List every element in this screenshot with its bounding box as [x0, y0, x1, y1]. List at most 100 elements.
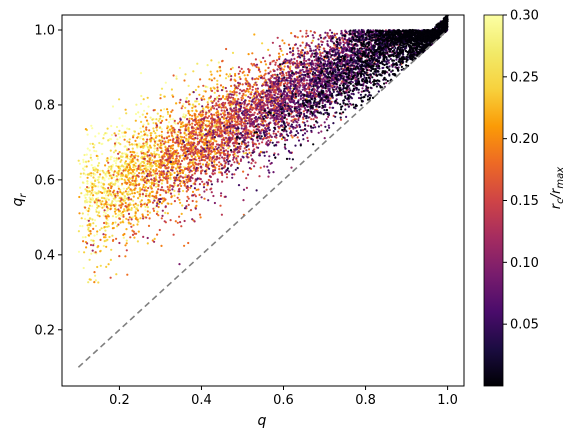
scatter-point — [274, 61, 277, 64]
scatter-point — [250, 91, 253, 94]
scatter-point — [134, 202, 137, 205]
scatter-point — [107, 222, 110, 225]
scatter-point — [198, 159, 201, 162]
scatter-point — [217, 116, 220, 119]
scatter-point — [183, 219, 186, 223]
scatter-point — [221, 141, 224, 144]
scatter-point — [201, 109, 204, 113]
scatter-point — [241, 94, 244, 97]
scatter-point — [263, 103, 266, 106]
scatter-point — [264, 63, 268, 66]
scatter-point — [110, 177, 113, 180]
scatter-point — [115, 215, 118, 219]
scatter-point — [93, 201, 96, 204]
scatter-point — [286, 65, 289, 68]
scatter-point — [277, 115, 280, 118]
scatter-point — [253, 165, 256, 168]
scatter-point — [125, 228, 128, 231]
scatter-point — [151, 118, 154, 121]
scatter-point — [209, 188, 212, 191]
scatter-point — [166, 127, 169, 130]
scatter-point — [187, 162, 190, 165]
scatter-point — [124, 145, 127, 148]
scatter-point — [230, 125, 233, 128]
scatter-point — [179, 221, 182, 224]
scatter-point — [310, 41, 313, 45]
scatter-point — [192, 153, 195, 156]
scatter-point — [131, 143, 134, 146]
scatter-point — [130, 225, 133, 228]
scatter-point — [235, 86, 238, 89]
scatter-point — [173, 194, 176, 197]
scatter-point — [153, 177, 156, 180]
scatter-point — [87, 281, 90, 284]
scatter-point — [267, 66, 270, 69]
scatter-point — [112, 176, 115, 179]
scatter-point — [107, 169, 110, 172]
scatter-point — [290, 166, 293, 169]
scatter-point — [134, 112, 138, 116]
scatter-point — [152, 207, 155, 210]
scatter-point — [117, 171, 120, 174]
scatter-point — [138, 142, 141, 145]
scatter-point — [253, 111, 256, 114]
scatter-point — [210, 79, 213, 82]
scatter-point — [225, 173, 228, 176]
scatter-point — [137, 144, 141, 148]
scatter-point — [146, 138, 149, 141]
scatter-point — [164, 177, 167, 180]
scatter-point — [211, 143, 215, 146]
scatter-point — [260, 105, 263, 108]
scatter-point — [110, 124, 113, 128]
scatter-point — [153, 199, 156, 202]
scatter-point — [190, 165, 193, 168]
scatter-point — [190, 145, 193, 148]
scatter-point — [160, 127, 163, 131]
scatter-point — [189, 147, 192, 150]
scatter-point — [123, 161, 127, 164]
scatter-point — [153, 180, 156, 183]
scatter-point — [258, 175, 261, 178]
scatter-point — [271, 85, 274, 88]
scatter-point — [177, 152, 180, 155]
scatter-point — [140, 130, 143, 133]
scatter-point — [170, 134, 174, 137]
scatter-point — [211, 101, 214, 104]
scatter-point — [268, 54, 271, 57]
scatter-point — [231, 51, 235, 55]
scatter-point — [143, 203, 146, 206]
scatter-point — [213, 121, 216, 124]
scatter-point — [179, 201, 182, 204]
scatter-point — [237, 117, 240, 120]
scatter-point — [160, 182, 163, 185]
scatter-point — [200, 158, 203, 161]
scatter-point — [156, 147, 159, 150]
scatter-point — [177, 188, 181, 191]
scatter-point — [88, 223, 91, 226]
scatter-point — [191, 134, 194, 138]
scatter-point — [165, 175, 168, 178]
scatter-point — [107, 215, 110, 218]
scatter-point — [220, 130, 223, 133]
scatter-point — [168, 186, 171, 189]
scatter-point — [301, 129, 305, 132]
scatter-point — [174, 220, 177, 223]
scatter-point — [99, 250, 102, 253]
scatter-point — [236, 155, 240, 158]
scatter-point — [117, 169, 120, 172]
scatter-point — [307, 124, 310, 127]
scatter-point — [263, 165, 266, 168]
scatter-point — [108, 203, 111, 206]
scatter-point — [179, 163, 182, 166]
scatter-point — [195, 110, 198, 113]
scatter-point — [125, 197, 129, 200]
scatter-point — [97, 245, 100, 248]
scatter-point — [305, 59, 308, 63]
scatter-point — [145, 126, 148, 129]
scatter-point — [115, 164, 118, 167]
scatter-point — [216, 89, 219, 93]
scatter-point — [240, 67, 243, 70]
scatter-point — [137, 220, 140, 223]
scatter-point — [203, 182, 206, 185]
scatter-point — [173, 181, 176, 185]
